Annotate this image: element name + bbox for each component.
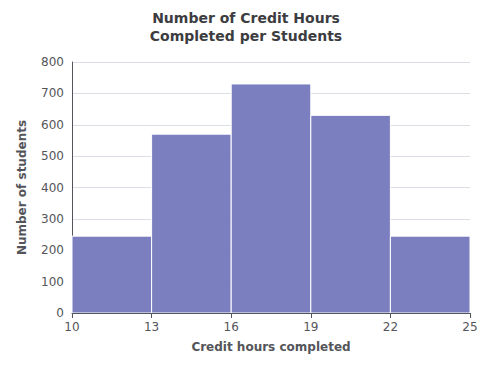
svg-text:Credit hours completed: Credit hours completed bbox=[191, 340, 350, 354]
svg-text:19: 19 bbox=[303, 320, 318, 334]
svg-text:500: 500 bbox=[41, 149, 64, 163]
svg-text:Completed per Students: Completed per Students bbox=[150, 28, 342, 44]
svg-text:10: 10 bbox=[64, 320, 79, 334]
svg-text:400: 400 bbox=[41, 181, 64, 195]
svg-text:13: 13 bbox=[144, 320, 159, 334]
svg-text:700: 700 bbox=[41, 86, 64, 100]
svg-text:22: 22 bbox=[383, 320, 398, 334]
svg-text:16: 16 bbox=[224, 320, 239, 334]
svg-text:Number of students: Number of students bbox=[15, 120, 29, 255]
svg-text:600: 600 bbox=[41, 118, 64, 132]
svg-text:25: 25 bbox=[462, 320, 477, 334]
svg-text:800: 800 bbox=[41, 55, 64, 69]
svg-text:300: 300 bbox=[41, 212, 64, 226]
svg-text:Number of Credit Hours: Number of Credit Hours bbox=[152, 10, 340, 26]
svg-text:200: 200 bbox=[41, 243, 64, 257]
svg-text:0: 0 bbox=[56, 306, 64, 320]
svg-text:100: 100 bbox=[41, 275, 64, 289]
